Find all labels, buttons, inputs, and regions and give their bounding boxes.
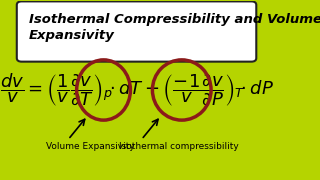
FancyBboxPatch shape: [17, 1, 256, 62]
Text: Isothermal compressibility: Isothermal compressibility: [119, 142, 239, 151]
Text: Volume Expansivity: Volume Expansivity: [46, 142, 135, 151]
Text: $\dfrac{dv}{v} = \left(\dfrac{1}{v}\dfrac{\partial v}{\partial T}\right)_{p}\!\!: $\dfrac{dv}{v} = \left(\dfrac{1}{v}\dfra…: [0, 71, 274, 109]
Text: Isothermal Compressibility and Volume
Expansivity: Isothermal Compressibility and Volume Ex…: [29, 13, 320, 42]
